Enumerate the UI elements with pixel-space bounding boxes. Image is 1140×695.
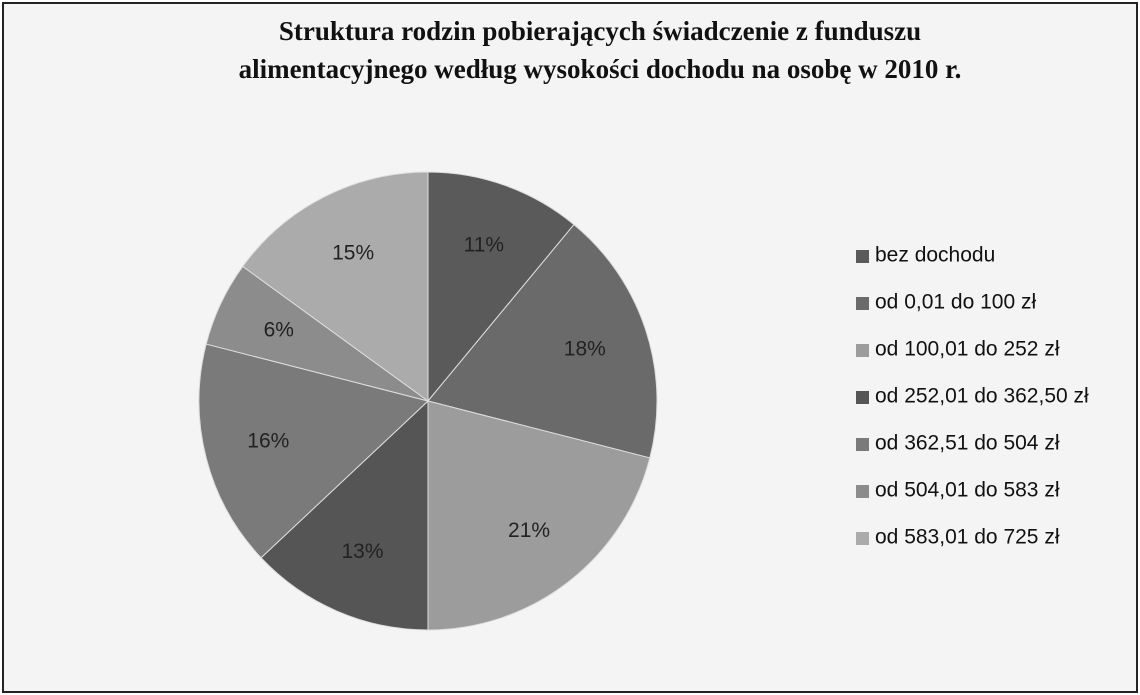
legend-label: od 0,01 do 100 zł (875, 291, 1036, 314)
chart-title: alimentacyjnego według wysokości dochodu… (239, 54, 962, 84)
legend-swatch (856, 438, 869, 451)
legend-swatch (856, 344, 869, 357)
pie-slice (427, 171, 575, 403)
chart-title: Struktura rodzin pobierających świadczen… (279, 16, 921, 46)
legend-label: od 504,01 do 583 zł (875, 479, 1060, 502)
legend-label: od 362,51 do 504 zł (875, 432, 1060, 455)
legend-swatch (856, 532, 869, 545)
data-label: 16% (247, 430, 289, 453)
legend-label: od 252,01 do 362,50 zł (875, 385, 1089, 408)
legend-swatch (856, 250, 869, 263)
legend-swatch (856, 391, 869, 404)
legend-label: bez dochodu (875, 244, 995, 267)
data-label: 6% (264, 318, 294, 341)
data-label: 13% (342, 540, 384, 563)
data-label: 11% (464, 233, 504, 256)
data-label: 21% (508, 519, 550, 542)
pie-slice (427, 400, 651, 631)
legend-label: od 100,01 do 252 zł (875, 338, 1060, 361)
legend-swatch (856, 485, 869, 498)
pie-slice (198, 343, 430, 559)
data-label: 15% (332, 242, 374, 265)
legend-label: od 583,01 do 725 zł (875, 526, 1060, 549)
legend-swatch (856, 297, 869, 310)
data-label: 18% (564, 338, 606, 361)
pie-slice (427, 223, 658, 459)
pie-slice (242, 171, 429, 402)
pie-slice (260, 399, 429, 631)
